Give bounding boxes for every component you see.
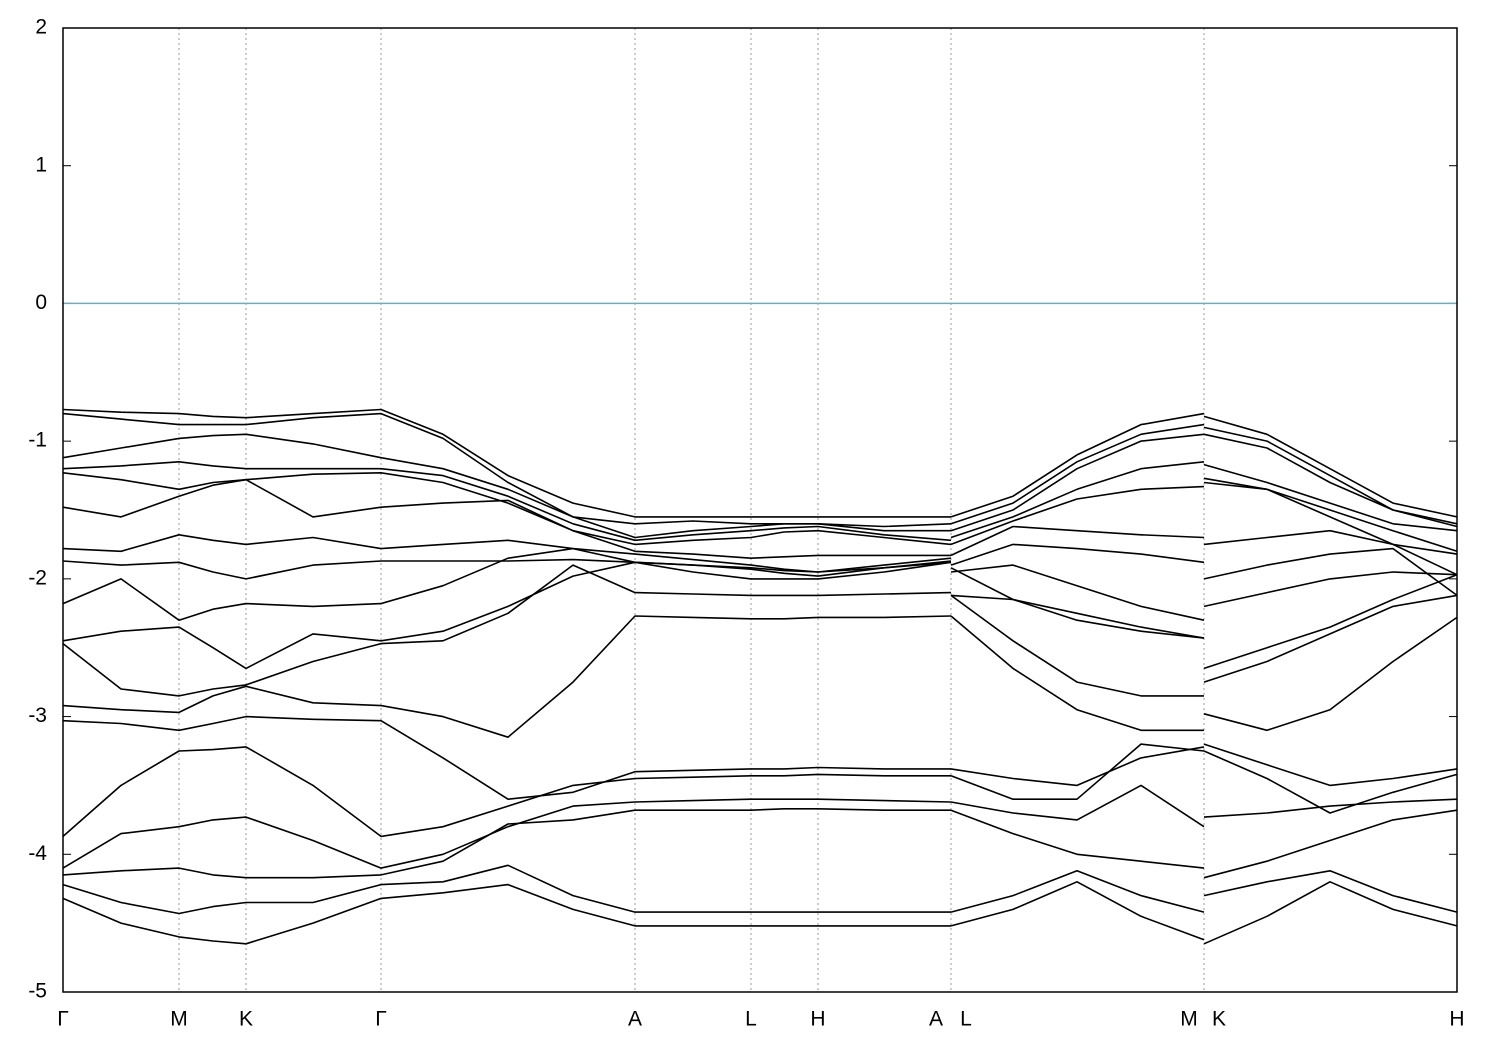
y-tick-label: 2	[35, 16, 47, 39]
band-line	[62, 433, 951, 539]
x-tick-label: H	[1449, 1008, 1464, 1031]
band-line	[62, 864, 951, 915]
band-line	[950, 594, 1204, 697]
band-line	[950, 423, 1205, 525]
band-line	[62, 561, 952, 670]
x-tick-label: K	[239, 1008, 253, 1031]
band-line	[950, 870, 1205, 913]
band-line	[1203, 594, 1458, 683]
y-tick-label: 1	[35, 153, 47, 176]
band-line	[950, 485, 1205, 546]
x-tick-label: H	[810, 1008, 825, 1031]
band-line	[1203, 571, 1458, 608]
band-line	[950, 564, 1205, 621]
band-line	[1203, 616, 1458, 732]
band-line	[950, 461, 1205, 539]
band-line	[1203, 426, 1458, 525]
band-line	[1203, 750, 1458, 814]
band-line	[950, 594, 1205, 639]
band-line	[62, 558, 952, 580]
band-line	[1203, 529, 1458, 576]
band-line	[1203, 463, 1458, 532]
y-tick-label: -3	[28, 704, 47, 727]
band-line	[950, 743, 1205, 800]
x-tick-label: L	[745, 1008, 757, 1031]
band-line	[62, 478, 951, 559]
x-tick-label: Γ	[375, 1008, 387, 1031]
x-tick-label: M	[1180, 1008, 1198, 1031]
x-tick-label: K	[1212, 1008, 1226, 1031]
band-line	[62, 798, 952, 869]
y-tick-label: -4	[28, 842, 47, 865]
band-line	[1203, 481, 1458, 555]
band-line	[1203, 573, 1458, 670]
band-line	[62, 808, 951, 879]
band-line	[1203, 798, 1458, 818]
band-line	[950, 881, 1205, 941]
band-line	[62, 534, 952, 573]
band-line	[1203, 881, 1458, 945]
x-tick-label: M	[170, 1008, 188, 1031]
plot-frame	[62, 27, 1458, 993]
band-line	[62, 472, 952, 546]
x-tick-label: A	[929, 1008, 943, 1031]
band-line	[62, 746, 951, 838]
band-line	[950, 746, 1205, 787]
band-line	[1203, 433, 1458, 528]
band-line	[62, 408, 951, 518]
band-line	[1203, 477, 1458, 553]
band-line	[62, 615, 952, 738]
y-tick-label: -2	[28, 566, 47, 589]
band-line	[950, 567, 1205, 639]
band-line	[62, 564, 952, 697]
band-line	[1203, 870, 1458, 913]
y-tick-label: -5	[28, 980, 47, 1003]
band-line	[950, 615, 1204, 732]
band-line	[950, 412, 1205, 518]
band-line	[1203, 415, 1458, 518]
band-line	[950, 543, 1205, 566]
band-line	[1203, 743, 1458, 787]
band-line	[950, 809, 1205, 869]
band-line	[1203, 547, 1458, 597]
band-line	[62, 547, 952, 621]
band-line	[950, 784, 1205, 828]
band-line	[62, 461, 952, 542]
x-tick-label: Γ	[57, 1008, 69, 1031]
band-line	[1203, 809, 1458, 879]
band-line	[950, 525, 1205, 557]
y-tick-label: -1	[28, 429, 47, 452]
x-tick-label: A	[628, 1008, 642, 1031]
band-line	[62, 715, 951, 800]
y-tick-label: 0	[35, 291, 47, 314]
band-line	[950, 433, 1205, 532]
band-line	[62, 883, 951, 945]
x-tick-label: L	[960, 1008, 972, 1031]
